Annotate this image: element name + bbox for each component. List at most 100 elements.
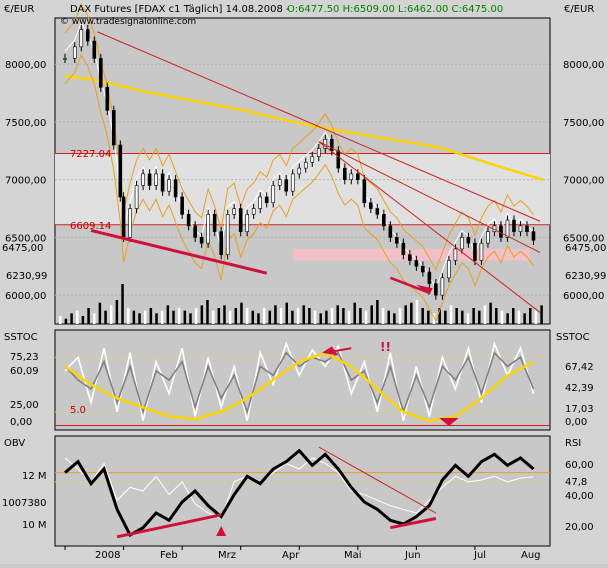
- candle-body: [167, 179, 171, 192]
- x-label-2008: 2008: [95, 550, 120, 561]
- volume-bar: [466, 313, 470, 324]
- rsi-tick-2: 20,00: [565, 522, 594, 533]
- ohlc-values: O:6477.50 H:6509.00 L:6462.00 C:6475.00: [287, 4, 503, 15]
- volume-bar: [432, 313, 436, 324]
- candle-body: [154, 173, 158, 186]
- sstoc-annotation: !!: [380, 340, 391, 354]
- volume-bar: [172, 310, 175, 324]
- volume-bar: [489, 302, 492, 324]
- volume-bar: [262, 308, 266, 324]
- sstoc-tick-left-2: 25,00: [10, 400, 39, 411]
- obv-divergence-2: [390, 517, 437, 530]
- volume-bar: [353, 302, 356, 324]
- band-lower: [64, 53, 534, 322]
- x-label-mai: Mai: [344, 550, 362, 561]
- candle-body: [284, 179, 289, 192]
- sstoc-tick-left-0: 75,23: [10, 352, 39, 363]
- volume-bar: [472, 308, 475, 324]
- sstoc-fast-line: [64, 340, 535, 422]
- candle-body: [206, 214, 210, 244]
- band-upper: [64, 2, 534, 271]
- candle-body: [408, 254, 412, 261]
- volume-bar: [325, 310, 328, 324]
- candle-body: [375, 208, 380, 215]
- obv-trendline: [318, 446, 437, 514]
- price-tick-right: 7000,00: [563, 176, 604, 187]
- volume-bar: [302, 305, 305, 324]
- sstoc-signal-line: [64, 351, 535, 423]
- volume-bar: [223, 305, 226, 324]
- candle-body: [245, 214, 249, 232]
- sstoc-slow-line: [64, 351, 535, 415]
- volume-bar: [438, 308, 441, 324]
- candle-body: [369, 202, 373, 209]
- volume-bar: [534, 310, 538, 324]
- candle-body: [414, 260, 419, 267]
- volume-bar: [70, 313, 73, 324]
- arrow-price-head: [416, 284, 433, 296]
- sstoc-panel-bg: [54, 329, 551, 431]
- candle-body: [349, 173, 354, 180]
- volume-bar: [189, 313, 192, 324]
- volume-bar: [240, 302, 243, 324]
- x-label-jun: Jun: [404, 550, 421, 561]
- volume-bar: [228, 310, 232, 324]
- candle-body: [316, 148, 321, 157]
- volume-bar: [109, 305, 113, 324]
- candle-body: [212, 214, 217, 232]
- ma200-line: [64, 74, 544, 181]
- volume-bar: [444, 310, 447, 324]
- price-tick-left: 8000,00: [5, 60, 46, 71]
- volume-bar: [512, 308, 515, 324]
- ref-label-left: 6230,99: [6, 271, 47, 282]
- candle-body: [342, 167, 347, 180]
- volume-bar: [279, 308, 283, 324]
- volume-bar: [455, 308, 458, 324]
- candle-body: [238, 208, 243, 232]
- divergence-line-price: [90, 229, 268, 275]
- candle-body: [479, 242, 484, 261]
- volume-bar: [206, 300, 209, 324]
- candle-body: [427, 271, 432, 284]
- volume-bar: [149, 308, 153, 324]
- volume-bar: [461, 310, 464, 324]
- candle-body: [382, 214, 386, 227]
- rsi-label-right: RSI: [565, 438, 581, 449]
- volume-bar: [257, 313, 260, 324]
- price-tick-left: 7500,00: [5, 118, 46, 129]
- sstoc-tick-left-3: 0,00: [10, 417, 32, 428]
- candle-body: [264, 196, 269, 204]
- x-label-apr: Apr: [282, 550, 300, 561]
- volume-bar: [523, 313, 526, 324]
- candle-body: [141, 173, 145, 186]
- sstoc-arrow-head: [322, 346, 339, 356]
- volume-bar: [143, 310, 147, 324]
- volume-bar: [393, 313, 396, 324]
- candle-body: [297, 167, 302, 175]
- volume-bar: [160, 310, 164, 324]
- candle-body: [118, 144, 123, 198]
- volume-bar: [211, 310, 215, 324]
- candle-body: [531, 231, 536, 241]
- candle-body: [460, 237, 464, 250]
- obv-divergence-1: [116, 513, 222, 539]
- candle-body: [98, 58, 103, 88]
- volume-bar: [104, 310, 107, 324]
- watermark: © www.tradesignalonline.com: [60, 17, 196, 27]
- candle-body: [147, 173, 152, 186]
- rsi-value-label: 47,8: [565, 477, 587, 488]
- candle-body: [290, 173, 295, 192]
- price-tick-right: 6000,00: [563, 291, 604, 302]
- volume-bar: [342, 308, 345, 324]
- candle-body: [199, 237, 204, 244]
- candle-body: [303, 162, 308, 169]
- volume-bar: [183, 310, 187, 324]
- volume-bar: [64, 318, 68, 324]
- volume-bar: [330, 308, 334, 324]
- sstoc-tick-right-1: 42,39: [565, 383, 594, 394]
- candle-body: [421, 265, 425, 273]
- candle-body: [434, 283, 438, 296]
- volume-bar: [398, 308, 402, 324]
- rsi-line: [64, 457, 534, 520]
- volume-bar: [421, 308, 424, 324]
